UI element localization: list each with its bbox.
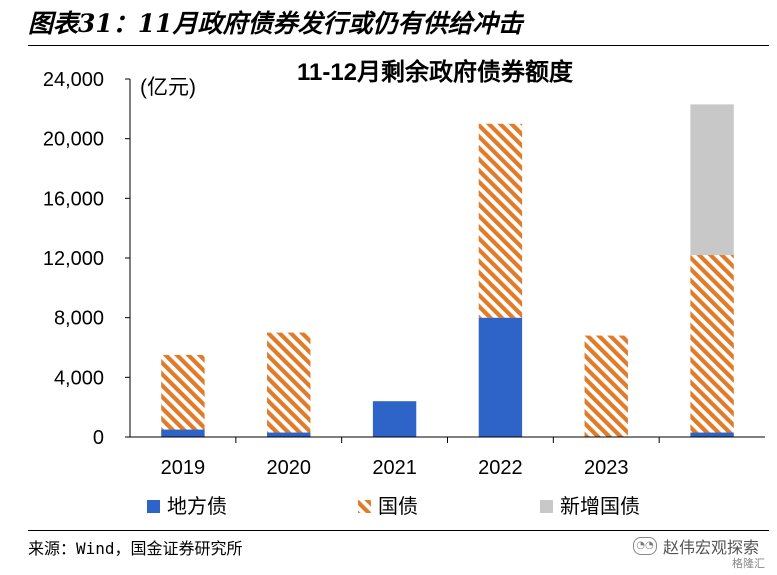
y-tick-label: 4,000 [54, 367, 104, 389]
legend-swatch [147, 500, 160, 513]
bar-segment-local-bond [267, 432, 311, 437]
legend-swatch [540, 500, 553, 513]
bar-segment-treasury-bond [690, 255, 734, 433]
legend-swatch [358, 500, 371, 513]
watermark-text: 赵伟宏观探索 [662, 538, 759, 557]
y-axis: 0 4,000 8,000 12,000 16,000 20,000 24,000 [43, 69, 131, 449]
x-tick-label: 2022 [478, 457, 523, 479]
x-tick-label: 2020 [267, 457, 312, 479]
bars [161, 104, 734, 437]
y-tick-label: 24,000 [43, 69, 104, 91]
x-tick-label: 2021 [372, 457, 417, 479]
bar-segment-treasury-bond [161, 354, 205, 430]
y-tick-label: 12,000 [43, 248, 104, 270]
source-note: 来源：Wind，国金证券研究所 [28, 539, 243, 558]
bar-segment-local-bond [161, 429, 205, 437]
chart-title: 11-12月剩余政府债券额度 [297, 58, 574, 86]
bar-segment-treasury-bond [267, 332, 311, 433]
y-unit-label: (亿元) [140, 76, 196, 99]
wechat-icon: ◔◔ [632, 537, 657, 555]
bar-segment-treasury-bond [584, 335, 628, 437]
legend-label: 国债 [378, 495, 418, 518]
bar-segment-new-treasury-bond [690, 104, 734, 256]
y-tick-label: 20,000 [43, 129, 104, 151]
y-tick-label: 8,000 [54, 308, 104, 330]
top-divider [28, 45, 769, 46]
bar-segment-local-bond [478, 317, 523, 437]
bar-segment-treasury-bond [478, 123, 523, 318]
legend-label: 地方债 [167, 495, 227, 518]
bar-segment-local-bond [372, 401, 417, 437]
figure-title: 图表31：11月政府债券发行或仍有供给冲击 [28, 9, 523, 38]
legend: 地方债 国债 新增国债 [147, 495, 640, 518]
x-tick-label: 2019 [161, 457, 206, 479]
legend-label: 新增国债 [560, 495, 640, 518]
bar-segment-local-bond [690, 432, 734, 437]
x-axis: 2019 2020 2021 2022 2023 [130, 436, 765, 479]
y-tick-label: 0 [93, 427, 104, 449]
y-tick-label: 16,000 [43, 188, 104, 210]
x-tick-label: 2023 [584, 457, 629, 479]
bottom-divider [28, 530, 769, 531]
watermark: ◔◔ 赵伟宏观探索 [632, 534, 759, 558]
chart: 11-12月剩余政府债券额度 (亿元) 0 4,000 8,000 12,000 16,… [43, 58, 765, 518]
watermark-logo: 格隆汇 [732, 557, 765, 570]
